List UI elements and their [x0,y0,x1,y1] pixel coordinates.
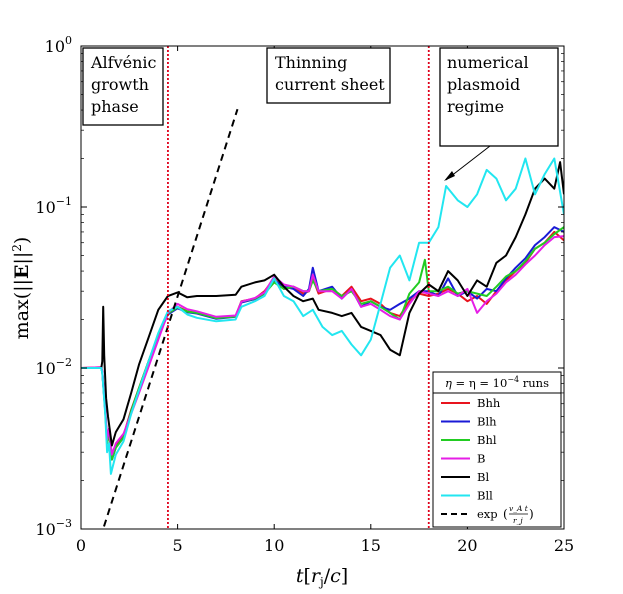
annotation-line: phase [91,97,139,116]
series-line-bl [81,161,564,447]
x-tick-label: 5 [173,536,183,555]
x-tick-label: 25 [554,536,574,555]
annotation-line: regime [447,97,504,116]
annotation-line: Thinning [275,53,347,72]
y-tick-label: 100 [45,34,72,56]
annotation-alfvenic: Alfvénic growth phase [82,47,164,126]
annotation-line: plasmoid [447,75,520,94]
annotation-plasmoid: numerical plasmoid regime [439,47,559,147]
legend-item-fit: exp ( v_A t r_j ) [441,504,534,525]
x-axis-label: t[rj/c] [296,565,348,589]
annotation-line: current sheet [275,75,385,94]
plot-frame [80,45,565,530]
fit-line [102,108,239,529]
legend-label-bl: Bl [477,470,489,484]
annotation-line: numerical [447,53,529,72]
y-tick-label: 10−3 [35,517,72,539]
legend-fit-denominator: r_j [513,516,523,525]
annotation-thinning: Thinning current sheet [266,47,391,104]
legend-title: η = η = 10−4 runs [445,375,549,390]
legend-label-blh: Blh [477,415,497,429]
legend-label-bhh: Bhh [477,396,501,410]
y-tick-label: 10−2 [35,356,72,378]
legend-paren: ( [503,507,508,521]
x-tick-label: 0 [76,536,86,555]
legend: η = η = 10−4 runs Bhh Blh Bhl B Bl Bll exp ( … [432,371,562,528]
y-tick-label: 10−1 [35,195,72,217]
annotation-line: growth [91,75,149,94]
x-tick-label: 10 [264,536,284,555]
legend-fit-numerator: v_A t [509,504,529,513]
annotation-arrow [444,145,491,181]
legend-label-bll: Bll [477,489,493,503]
series-line-bll [81,157,564,475]
x-tick-label: 20 [457,536,477,555]
annotation-line: Alfvénic [90,53,157,72]
y-axis-label: max(||E||2) [10,237,33,340]
x-tick-label: 15 [361,536,381,555]
legend-label-b: B [477,452,485,466]
legend-label-fit: exp [477,507,498,521]
legend-label-bhl: Bhl [477,433,497,447]
legend-paren: ) [529,507,534,521]
